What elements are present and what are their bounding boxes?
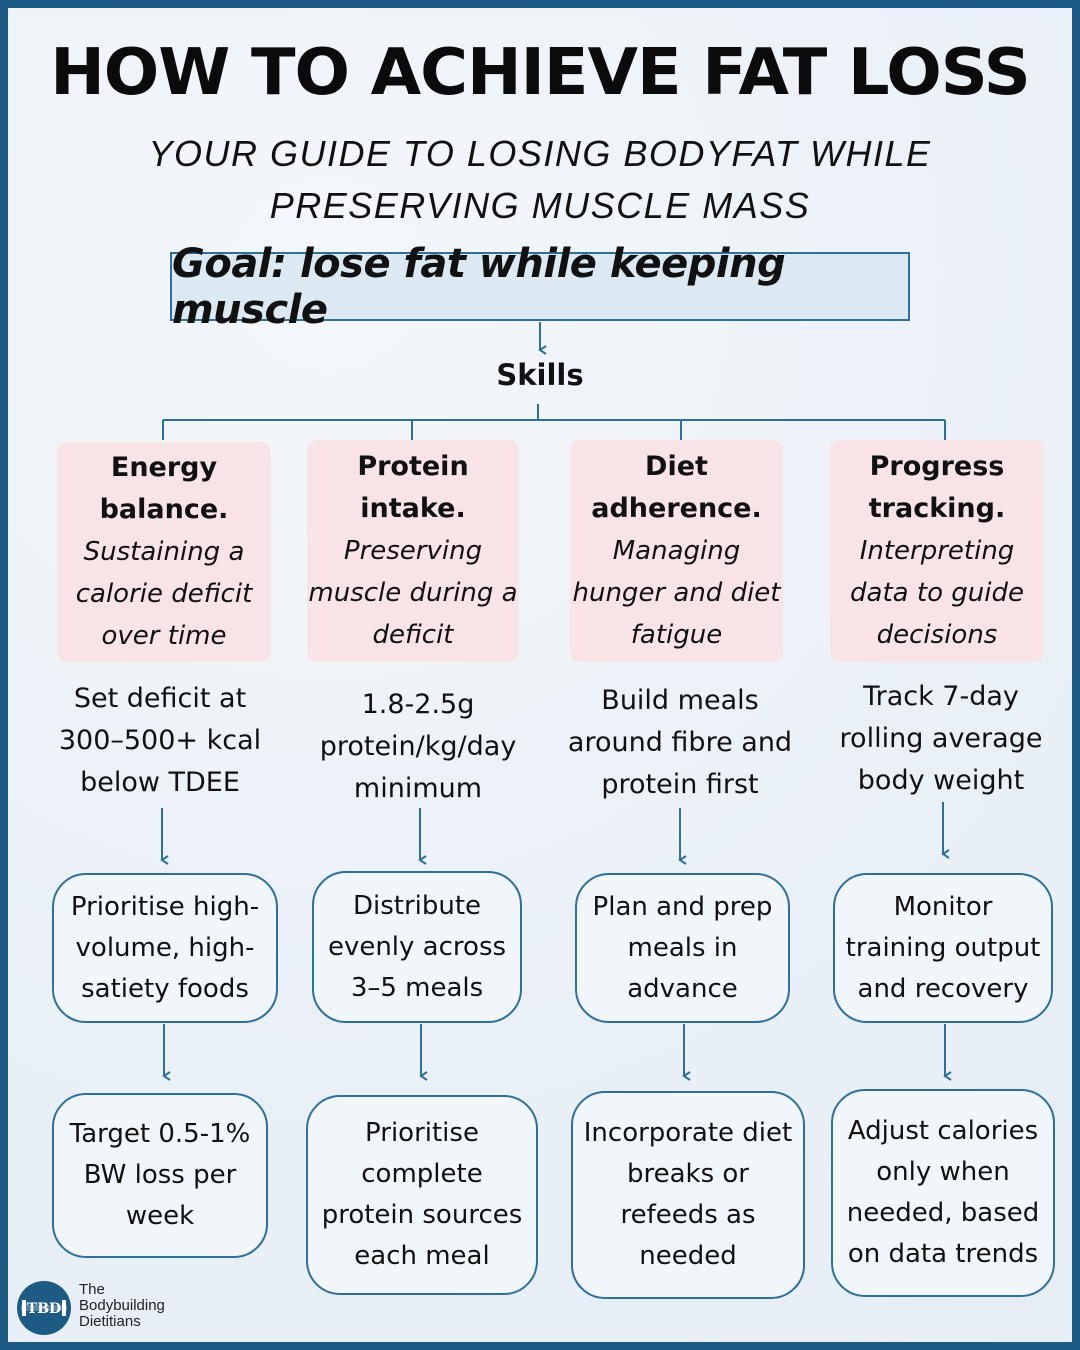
- step-text-col2: 1.8-2.5g protein/kg/day minimum: [319, 689, 517, 804]
- skill-energy-balance: Energy balance. Sustaining a calorie def…: [57, 442, 271, 662]
- skill-progress-tracking: Progress tracking. Interpreting data to …: [830, 440, 1044, 662]
- skill-description: Preserving muscle during a deficit: [308, 536, 518, 650]
- step-box-col2-a: Distribute evenly across 3–5 meals: [312, 871, 522, 1023]
- tbd-dumbbell-logo-icon: TBD: [17, 1281, 71, 1335]
- skill-description: Interpreting data to guide decisions: [850, 536, 1024, 650]
- skill-title: Energy balance.: [99, 452, 229, 525]
- brand-line-3: Dietitians: [79, 1313, 141, 1330]
- skill-title: Progress tracking.: [868, 451, 1006, 524]
- step-box-col2-b: Prioritise complete protein sources each…: [306, 1095, 538, 1295]
- step-box-col3-b: Incorporate diet breaks or refeeds as ne…: [571, 1091, 805, 1299]
- skill-protein-intake: Protein intake. Preserving muscle during…: [307, 440, 519, 662]
- page-title: HOW TO ACHIEVE FAT LOSS: [50, 36, 1031, 110]
- step-box-col1-b: Target 0.5-1% BW loss per week: [52, 1093, 268, 1258]
- step-text-col1: Set deficit at 300–500+ kcal below TDEE: [58, 683, 262, 798]
- brand-name: The Bodybuilding Dietitians: [79, 1282, 165, 1330]
- skill-description: Sustaining a calorie deficit over time: [75, 537, 253, 651]
- skills-label: Skills: [496, 358, 584, 392]
- step-text-col4: Track 7-day rolling average body weight: [839, 681, 1043, 796]
- logo-initials: TBD: [27, 1301, 61, 1317]
- skill-title: Protein intake.: [357, 451, 469, 524]
- step-text-col3: Build meals around fibre and protein fir…: [567, 685, 793, 800]
- step-box-col1-a: Prioritise high-volume, high-satiety foo…: [52, 873, 278, 1023]
- step-box-col4-b: Adjust calories only when needed, based …: [831, 1089, 1055, 1297]
- brand-line-1: The: [79, 1281, 105, 1298]
- skill-title: Diet adherence.: [591, 451, 762, 524]
- step-box-col3-a: Plan and prep meals in advance: [575, 873, 790, 1023]
- skill-description: Managing hunger and diet fatigue: [572, 536, 781, 650]
- brand-line-2: Bodybuilding: [79, 1297, 165, 1314]
- page-subtitle: YOUR GUIDE TO LOSING BODYFAT WHILE PRESE…: [148, 133, 932, 226]
- step-box-col4-a: Monitor training output and recovery: [833, 873, 1053, 1023]
- skill-diet-adherence: Diet adherence. Managing hunger and diet…: [570, 440, 783, 662]
